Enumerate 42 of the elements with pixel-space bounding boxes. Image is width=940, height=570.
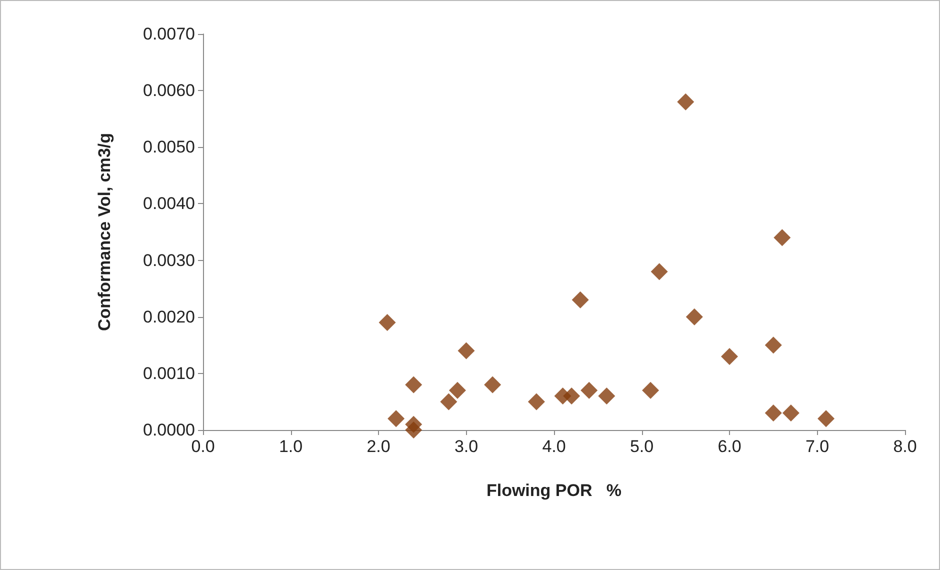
- y-axis-title: Conformance Vol, cm3/g: [95, 132, 114, 332]
- x-axis-title: Flowing POR %: [486, 481, 622, 500]
- point: [572, 291, 589, 308]
- y-tick-label: 0.0000: [143, 420, 195, 440]
- y-tick-label: 0.0060: [143, 81, 195, 100]
- point: [440, 393, 458, 410]
- y-tick-label: 0.0040: [143, 194, 195, 214]
- y-tick-label: 0.0020: [143, 307, 195, 326]
- point: [405, 422, 422, 438]
- x-tick-label: 2.0: [366, 437, 390, 456]
- point: [378, 314, 396, 332]
- x-tick-label: 0.0: [191, 437, 215, 456]
- y-tick-label: 0.0070: [143, 24, 195, 44]
- point: [484, 376, 502, 394]
- y-tick-label: 0.0030: [143, 250, 195, 270]
- point: [458, 342, 475, 360]
- point: [677, 93, 694, 110]
- x-tick-label: 4.0: [542, 437, 566, 456]
- x-tick-label: 3.0: [454, 437, 478, 456]
- x-tick-label: 5.0: [630, 437, 654, 456]
- x-tick-label: 8.0: [893, 437, 917, 456]
- x-tick-label: 6.0: [718, 437, 742, 456]
- point: [764, 404, 782, 422]
- point: [774, 229, 791, 246]
- point: [448, 382, 466, 399]
- x-tick-label: 1.0: [278, 437, 303, 456]
- point: [686, 308, 703, 326]
- point: [782, 404, 800, 422]
- point: [598, 388, 616, 405]
- point: [818, 410, 835, 428]
- point: [580, 382, 598, 399]
- point: [563, 388, 580, 405]
- y-tick-label: 0.0050: [143, 138, 195, 157]
- point: [721, 348, 738, 365]
- point: [388, 410, 405, 428]
- point: [642, 382, 660, 399]
- y-tick-label: 0.0010: [143, 364, 195, 383]
- point: [650, 263, 668, 280]
- point: [405, 376, 422, 394]
- point: [528, 393, 545, 410]
- point: [764, 336, 782, 354]
- x-tick-label: 7.0: [805, 437, 830, 456]
